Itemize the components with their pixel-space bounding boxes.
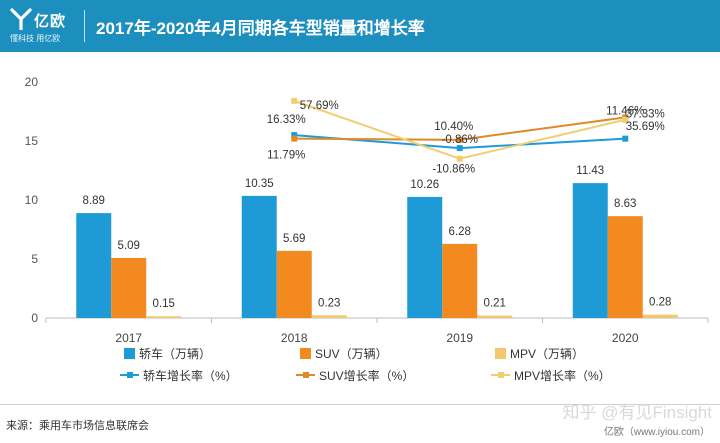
legend-label: SUV增长率（%）	[319, 368, 414, 383]
bar-value-label: 0.15	[153, 298, 175, 310]
growth-point	[622, 135, 629, 142]
logo-name: 亿欧	[34, 13, 67, 30]
growth-value-label: -10.86%	[432, 164, 475, 176]
legend-swatch	[124, 348, 135, 359]
legend-marker	[498, 372, 504, 378]
chart-bars	[76, 183, 678, 318]
x-tick-label: 2020	[612, 331, 639, 345]
watermark: 知乎 @有见Finsight	[562, 403, 712, 422]
growth-value-label: 11.46%	[606, 106, 644, 118]
growth-value-label: 35.69%	[626, 121, 665, 133]
bar-value-label: 10.35	[245, 178, 274, 190]
legend-marker	[127, 372, 133, 378]
chart-labels: 8.89 10.35 10.26 11.43 5.09 5.69 6.28 8.63 0.15 0…	[83, 100, 672, 310]
growth-value-label: 16.33%	[267, 114, 306, 126]
bar-value-label: 10.26	[410, 179, 439, 191]
legend-label: 轿车（万辆）	[139, 346, 211, 361]
y-tick-label: 0	[31, 311, 38, 325]
growth-point	[291, 97, 298, 104]
chart-lines	[291, 97, 629, 162]
bar	[442, 243, 478, 318]
logo-y-icon	[10, 8, 32, 30]
growth-value-label: 10.40%	[434, 121, 473, 133]
source-note: 来源：乘用车市场信息联席会	[6, 420, 149, 432]
bar-value-label: 0.21	[484, 298, 506, 310]
legend-label: MPV（万辆）	[510, 347, 584, 361]
x-tick-label: 2017	[115, 331, 142, 345]
bar-value-label: 6.28	[449, 226, 471, 238]
bar	[76, 213, 112, 318]
bar-value-label: 5.69	[283, 233, 305, 245]
bar-value-label: 0.28	[649, 297, 671, 309]
chart-legend: 轿车（万辆） SUV（万辆） MPV（万辆） 轿车增长率（%） SUV增长率（%） MPV…	[120, 346, 611, 383]
x-tick-label: 2018	[281, 331, 308, 345]
growth-value-label: 37.33%	[626, 108, 665, 120]
growth-value-label: 57.69%	[300, 100, 339, 112]
bar-value-label: 5.09	[118, 240, 140, 252]
sales-chart: 0 5 10 15 20 2017 2018 2019 2020 8.89 10.35 10.26 1…	[25, 75, 709, 383]
y-tick-label: 10	[25, 193, 39, 207]
y-tick-label: 5	[31, 252, 38, 266]
growth-point	[291, 132, 298, 139]
growth-value-label: 11.79%	[267, 150, 305, 162]
bar	[111, 257, 147, 318]
bar	[642, 314, 678, 318]
growth-point	[291, 135, 298, 142]
bar	[572, 183, 608, 318]
growth-value-label: -0.86%	[442, 134, 478, 146]
website-credit: 亿欧（www.iyiou.com）	[603, 427, 710, 438]
logo: 亿欧 懂科技 用亿欧	[10, 6, 74, 48]
logo-tagline: 懂科技 用亿欧	[10, 34, 61, 43]
bar	[311, 315, 347, 318]
legend-label: MPV增长率（%）	[514, 368, 611, 383]
header-divider	[84, 10, 85, 42]
bar-value-label: 8.89	[83, 195, 105, 207]
header-bar: 亿欧 懂科技 用亿欧 2017年-2020年4月同期各车型销量和增长率	[0, 0, 720, 52]
legend-label: 轿车增长率（%）	[143, 368, 238, 383]
bar-value-label: 11.43	[576, 165, 604, 177]
bar	[276, 250, 312, 318]
legend-swatch	[495, 348, 506, 359]
growth-point	[622, 116, 629, 123]
chart-grid: 0 5 10 15 20 2017 2018 2019 2020	[25, 75, 709, 345]
x-tick-label: 2019	[446, 331, 473, 345]
bar-value-label: 0.23	[318, 297, 340, 309]
growth-point	[456, 136, 463, 143]
bar	[146, 316, 182, 318]
footer-divider	[0, 404, 720, 405]
page-title: 2017年-2020年4月同期各车型销量和增长率	[96, 19, 425, 38]
bar-value-label: 8.63	[614, 198, 636, 210]
growth-point	[456, 155, 463, 162]
legend-label: SUV（万辆）	[315, 347, 388, 361]
y-tick-label: 15	[25, 134, 39, 148]
bar	[407, 196, 443, 318]
bar	[241, 195, 277, 318]
legend-swatch	[300, 348, 311, 359]
y-tick-label: 20	[25, 75, 39, 89]
bar	[607, 216, 643, 318]
legend-marker	[303, 372, 309, 378]
growth-point	[456, 145, 463, 152]
bar	[477, 315, 513, 318]
